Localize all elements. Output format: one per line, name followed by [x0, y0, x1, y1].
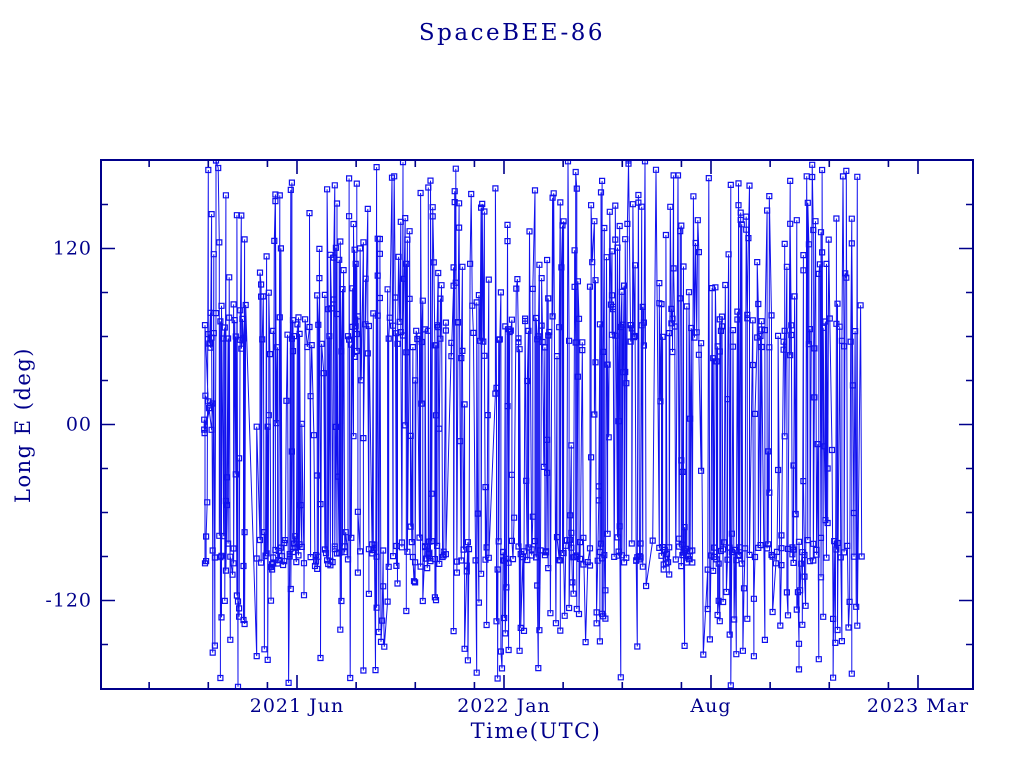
y-axis-label: Long E (deg) — [11, 347, 35, 503]
data-series-spacebee-86 — [201, 161, 865, 688]
axes-frame — [100, 159, 974, 690]
x-axis-label: Time(UTC) — [471, 719, 602, 743]
x-tick-label: 2023 Mar — [867, 695, 969, 717]
y-tick-label: -120 — [45, 590, 92, 612]
chart-title: SpaceBEE-86 — [419, 20, 605, 46]
tick-labels: 2021 Jun 2022 Jan Aug 2023 Mar 120 00 -120 — [45, 237, 969, 717]
data-connecting-lines — [203, 161, 863, 687]
y-tick-label: 120 — [53, 237, 92, 259]
axis-ticks — [101, 160, 973, 689]
x-tick-label: Aug — [689, 695, 731, 717]
y-tick-label: 00 — [66, 414, 92, 436]
x-tick-label: 2021 Jun — [250, 695, 344, 717]
x-tick-label: 2022 Jan — [457, 695, 551, 717]
data-point-markers — [201, 161, 865, 688]
